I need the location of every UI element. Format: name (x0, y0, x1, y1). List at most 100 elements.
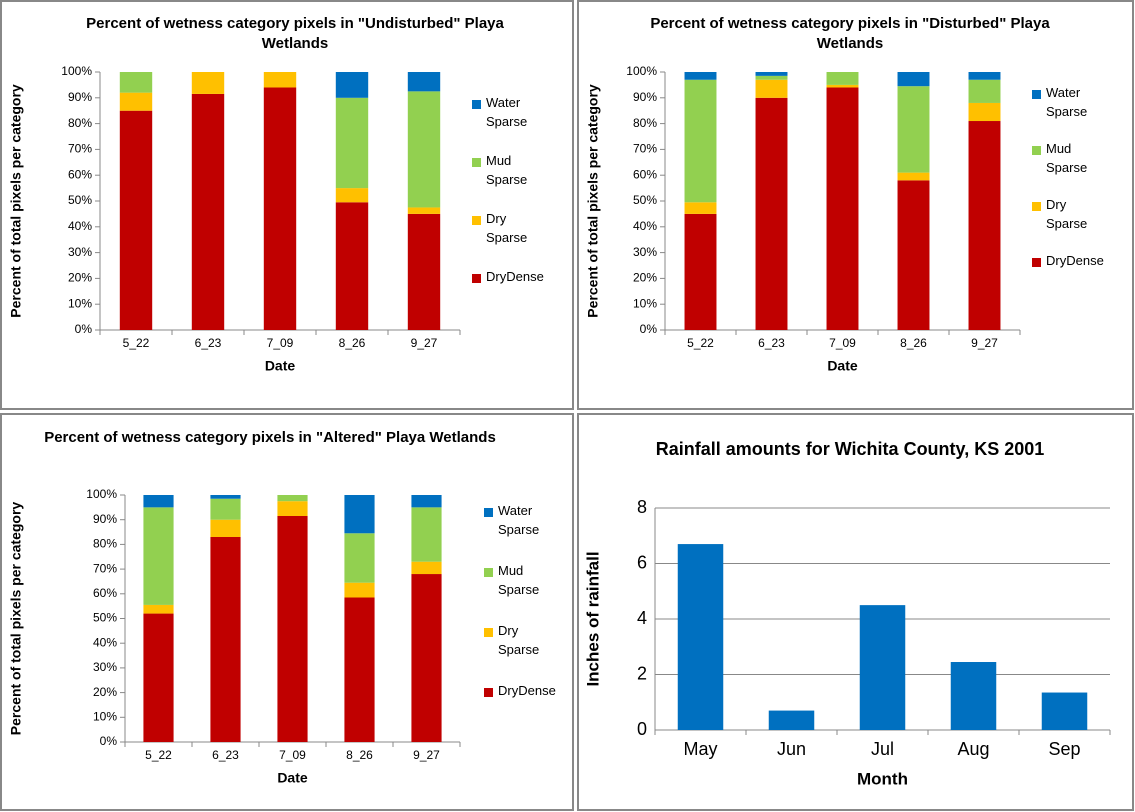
y-tick-label: 10% (68, 296, 92, 310)
y-tick-label: 60% (93, 586, 117, 600)
y-tick-label: 8 (637, 497, 647, 517)
bar-segment (968, 102, 1001, 122)
bar-segment (191, 93, 225, 331)
legend-label: Mud Sparse (498, 563, 540, 597)
legend-label: Dry Sparse (1046, 197, 1088, 231)
x-tick-label: Jun (777, 739, 806, 759)
bar-segment (407, 91, 441, 208)
y-tick-label: 20% (633, 271, 657, 285)
y-tick-label: 0% (100, 734, 118, 748)
x-tick-label: Jul (871, 739, 894, 759)
x-tick-label: Sep (1048, 739, 1080, 759)
bar-segment (210, 495, 241, 499)
y-axis-label: Percent of total pixels per category (8, 84, 24, 318)
y-tick-label: 50% (93, 611, 117, 625)
legend-swatch (484, 628, 493, 637)
bar-segment (684, 72, 717, 80)
bar-segment (411, 507, 442, 562)
chart-title: Rainfall amounts for Wichita County, KS … (655, 439, 1045, 459)
y-tick-label: 80% (68, 116, 92, 130)
bar-segment (826, 84, 859, 88)
bar (768, 710, 815, 730)
bar-segment (344, 495, 375, 534)
bar-segment (143, 507, 174, 605)
y-axis-label: Inches of rainfall (583, 551, 602, 686)
bar (677, 544, 724, 730)
x-tick-label: 8_26 (346, 748, 373, 762)
bar-segment (968, 72, 1001, 80)
bar-segment (277, 515, 308, 742)
x-axis-label: Date (265, 358, 296, 374)
x-tick-label: 5_22 (123, 336, 150, 350)
legend-swatch (472, 158, 481, 167)
chart-title: Percent of wetness category pixels in "A… (44, 429, 496, 446)
x-tick-label: 5_22 (687, 336, 714, 350)
y-tick-label: 10% (633, 296, 657, 310)
y-tick-label: 40% (633, 219, 657, 233)
bar-segment (335, 188, 369, 203)
bar-segment (684, 213, 717, 330)
bar-segment (143, 613, 174, 742)
bar-segment (411, 574, 442, 742)
y-tick-label: 70% (93, 561, 117, 575)
x-tick-label: 9_27 (411, 336, 438, 350)
legend-label: Mud Sparse (1046, 141, 1088, 175)
legend-label: DryDense (1046, 253, 1104, 268)
x-tick-label: 9_27 (971, 336, 998, 350)
legend-label: DryDense (498, 683, 556, 698)
x-tick-label: May (683, 739, 717, 759)
x-tick-label: 6_23 (212, 748, 239, 762)
y-tick-label: 30% (633, 245, 657, 259)
bar-segment (755, 79, 788, 98)
y-axis-label: Percent of total pixels per category (585, 84, 601, 318)
legend-label: Mud Sparse (486, 153, 528, 187)
x-axis-label: Date (827, 358, 858, 374)
x-axis-label: Date (277, 770, 308, 786)
bar-segment (344, 582, 375, 598)
y-tick-label: 60% (68, 167, 92, 181)
y-tick-label: 100% (61, 64, 92, 78)
bar-segment (684, 79, 717, 203)
y-tick-label: 70% (68, 142, 92, 156)
bar-segment (263, 87, 297, 330)
x-tick-label: 9_27 (413, 748, 440, 762)
x-tick-label: 7_09 (279, 748, 306, 762)
bar-segment (411, 561, 442, 575)
bar-segment (143, 495, 174, 508)
y-tick-label: 2 (637, 663, 647, 683)
y-tick-label: 4 (637, 608, 647, 628)
bar-segment (210, 519, 241, 537)
bar-segment (277, 501, 308, 516)
panel-border (0, 413, 574, 811)
bar-segment (119, 92, 153, 111)
bar-segment (407, 72, 441, 92)
panel-border (0, 0, 574, 410)
legend-label: Water Sparse (1046, 85, 1088, 119)
legend-label: Water Sparse (498, 503, 540, 537)
bar-segment (344, 533, 375, 583)
bar-segment (210, 536, 241, 742)
bar-segment (143, 604, 174, 614)
bar-segment (191, 72, 225, 94)
y-tick-label: 30% (68, 245, 92, 259)
y-tick-label: 100% (626, 64, 657, 78)
bar-segment (968, 79, 1001, 103)
bar-segment (119, 72, 153, 93)
y-tick-label: 90% (93, 512, 117, 526)
bar-segment (826, 87, 859, 330)
x-tick-label: 6_23 (758, 336, 785, 350)
x-tick-label: 8_26 (900, 336, 927, 350)
bar-segment (344, 597, 375, 742)
y-tick-label: 60% (633, 167, 657, 181)
y-tick-label: 100% (86, 487, 117, 501)
legend-swatch (484, 508, 493, 517)
bar-segment (968, 121, 1001, 331)
y-tick-label: 6 (637, 552, 647, 572)
bar (950, 662, 997, 730)
bar-segment (335, 202, 369, 330)
y-tick-label: 40% (93, 635, 117, 649)
y-tick-label: 30% (93, 660, 117, 674)
y-tick-label: 80% (93, 537, 117, 551)
